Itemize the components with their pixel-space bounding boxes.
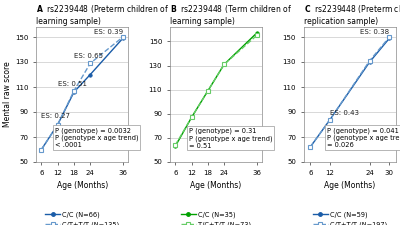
Y-axis label: Mental raw score: Mental raw score [3,62,12,127]
X-axis label: Age (Months): Age (Months) [324,181,376,190]
Legend: C/C (N=66), C/T+T/T (N=135): C/C (N=66), C/T+T/T (N=135) [42,209,122,225]
Text: P (genotype) = 0.041
P (genotype x age trend)
= 0.026: P (genotype) = 0.041 P (genotype x age t… [327,127,400,148]
Text: ES: 0.38: ES: 0.38 [360,29,390,34]
Text: $\bf{C}$  rs2239448 (Preterm children of
replication sample): $\bf{C}$ rs2239448 (Preterm children of … [304,3,400,26]
Text: P (genotype) = 0.0032
P (genotype x age trend)
< .0001: P (genotype) = 0.0032 P (genotype x age … [55,127,139,148]
Text: ES: 0.51: ES: 0.51 [58,81,87,87]
X-axis label: Age (Months): Age (Months) [190,181,242,190]
Text: P (genotype) = 0.31
P (genotype x age trend)
= 0.51: P (genotype) = 0.31 P (genotype x age tr… [189,128,272,149]
Text: $\bf{B}$  rs2239448 (Term children of
learning sample): $\bf{B}$ rs2239448 (Term children of lea… [170,3,292,26]
Legend: C/C (N=59), C/T+T/T (N=197): C/C (N=59), C/T+T/T (N=197) [310,209,390,225]
Text: ES: 0.39: ES: 0.39 [94,29,123,34]
Legend: C/C (N=35), T/C+T/T (N=73): C/C (N=35), T/C+T/T (N=73) [178,209,254,225]
Text: ES: 0.27: ES: 0.27 [42,113,70,119]
X-axis label: Age (Months): Age (Months) [56,181,108,190]
Text: $\bf{A}$  rs2239448 (Preterm children of
learning sample): $\bf{A}$ rs2239448 (Preterm children of … [36,3,169,26]
Text: ES: 0.65: ES: 0.65 [74,54,103,59]
Text: ES: 0.43: ES: 0.43 [330,110,359,116]
